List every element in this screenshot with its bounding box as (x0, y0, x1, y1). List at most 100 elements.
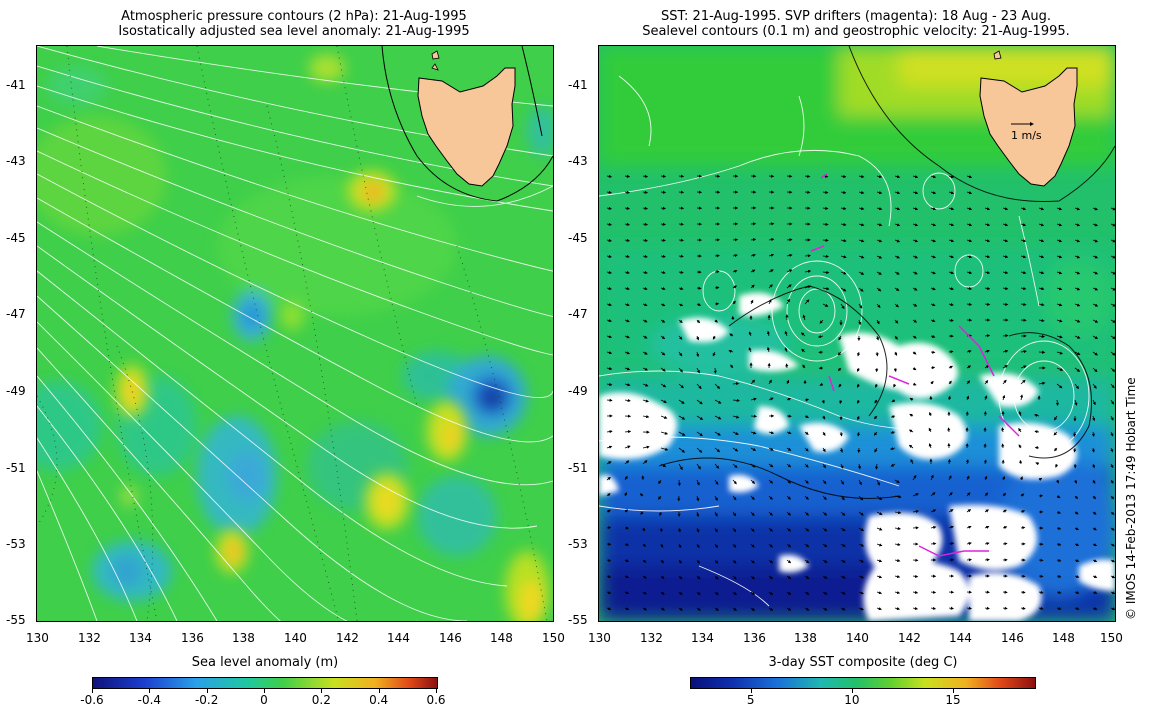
left-y-tick-49: -49 (6, 384, 26, 398)
velocity-arrow (732, 415, 740, 419)
velocity-arrow (1020, 271, 1027, 275)
velocity-arrow (624, 591, 630, 595)
velocity-arrow (1038, 239, 1045, 243)
velocity-arrow (876, 191, 883, 195)
velocity-arrow (1038, 334, 1045, 338)
velocity-arrow (838, 335, 842, 341)
velocity-arrow (874, 399, 878, 404)
velocity-arrow (1038, 255, 1045, 259)
velocity-arrow (732, 591, 737, 596)
velocity-arrow (1001, 427, 1005, 433)
velocity-arrow (876, 239, 883, 243)
velocity-arrow (732, 463, 738, 469)
velocity-arrow (1002, 286, 1009, 291)
velocity-arrow (930, 334, 936, 338)
left-colorbar (92, 677, 438, 689)
velocity-arrow (966, 475, 970, 481)
velocity-arrow (1110, 527, 1115, 531)
velocity-arrow (876, 479, 880, 486)
velocity-arrow (858, 511, 864, 516)
velocity-arrow (876, 527, 883, 531)
velocity-arrow (966, 492, 971, 497)
velocity-arrow (696, 399, 703, 405)
right-x-tick-144: 144 (949, 631, 972, 645)
velocity-arrow (624, 254, 630, 258)
velocity-arrow (840, 206, 847, 211)
velocity-arrow (984, 334, 991, 338)
velocity-arrow (768, 238, 775, 242)
velocity-arrow (894, 607, 901, 611)
velocity-arrow (966, 271, 973, 275)
velocity-arrow (1110, 559, 1115, 563)
velocity-arrow (1002, 302, 1009, 306)
velocity-arrow (858, 319, 862, 326)
velocity-arrow (732, 575, 737, 580)
velocity-arrow (1092, 415, 1096, 422)
velocity-arrow (660, 447, 669, 451)
velocity-arrow (624, 367, 631, 371)
velocity-arrow (786, 284, 792, 289)
velocity-arrow (984, 255, 991, 259)
velocity-arrow (768, 591, 774, 596)
velocity-arrow (966, 302, 973, 306)
velocity-arrow (891, 399, 896, 403)
velocity-arrow (1074, 207, 1081, 211)
velocity-arrow (606, 222, 612, 226)
velocity-arrow (1002, 526, 1008, 530)
velocity-arrow (1056, 606, 1062, 610)
velocity-arrow (875, 383, 879, 388)
velocity-arrow (696, 607, 701, 611)
velocity-arrow (1020, 207, 1027, 211)
velocity-arrow (840, 527, 846, 532)
velocity-arrow (660, 463, 667, 468)
velocity-arrow (1056, 335, 1063, 339)
velocity-arrow (768, 379, 772, 385)
velocity-arrow (802, 364, 806, 369)
velocity-arrow (857, 415, 861, 421)
velocity-arrow (1056, 558, 1062, 562)
velocity-arrow (948, 542, 955, 546)
velocity-arrow (1074, 479, 1077, 484)
velocity-arrow (696, 415, 704, 420)
velocity-arrow (768, 447, 774, 451)
velocity-arrow (660, 303, 666, 307)
velocity-arrow (858, 174, 865, 179)
velocity-arrow (1110, 367, 1115, 372)
right-title-line2: Sealevel contours (0.1 m) and geostrophi… (642, 24, 1070, 39)
left-x-tick-144: 144 (387, 631, 410, 645)
velocity-arrow (678, 254, 684, 258)
velocity-arrow (822, 447, 826, 453)
velocity-arrow (1092, 575, 1098, 579)
velocity-arrow (840, 495, 845, 501)
velocity-arrow (1092, 591, 1098, 595)
velocity-arrow (606, 590, 612, 594)
velocity-arrow (660, 559, 665, 564)
right-y-tick-51: -51 (568, 461, 588, 475)
velocity-arrow (1110, 511, 1115, 515)
velocity-arrow (894, 303, 899, 308)
velocity-arrow (858, 303, 863, 309)
left-y-tick-51: -51 (6, 461, 26, 475)
velocity-arrow (966, 380, 971, 385)
velocity-arrow (1110, 463, 1114, 469)
velocity-arrow (1074, 351, 1081, 355)
velocity-arrow (948, 475, 952, 481)
velocity-arrow (930, 239, 937, 243)
velocity-arrow (1110, 495, 1115, 500)
velocity-arrow (947, 427, 951, 433)
velocity-arrow (930, 606, 937, 610)
velocity-arrow (714, 431, 721, 436)
velocity-arrow (858, 543, 865, 547)
velocity-arrow (606, 574, 612, 578)
velocity-arrow (948, 255, 955, 259)
velocity-arrow (875, 335, 880, 341)
velocity-arrow (1110, 287, 1115, 291)
velocity-arrow (678, 174, 685, 178)
velocity-arrow (912, 382, 917, 386)
velocity-arrow (983, 459, 987, 465)
velocity-arrow (1002, 223, 1009, 227)
left-colorbar-tick-mark (378, 688, 380, 693)
velocity-arrow (912, 255, 919, 259)
velocity-arrow (768, 397, 774, 401)
velocity-arrow (875, 367, 879, 373)
